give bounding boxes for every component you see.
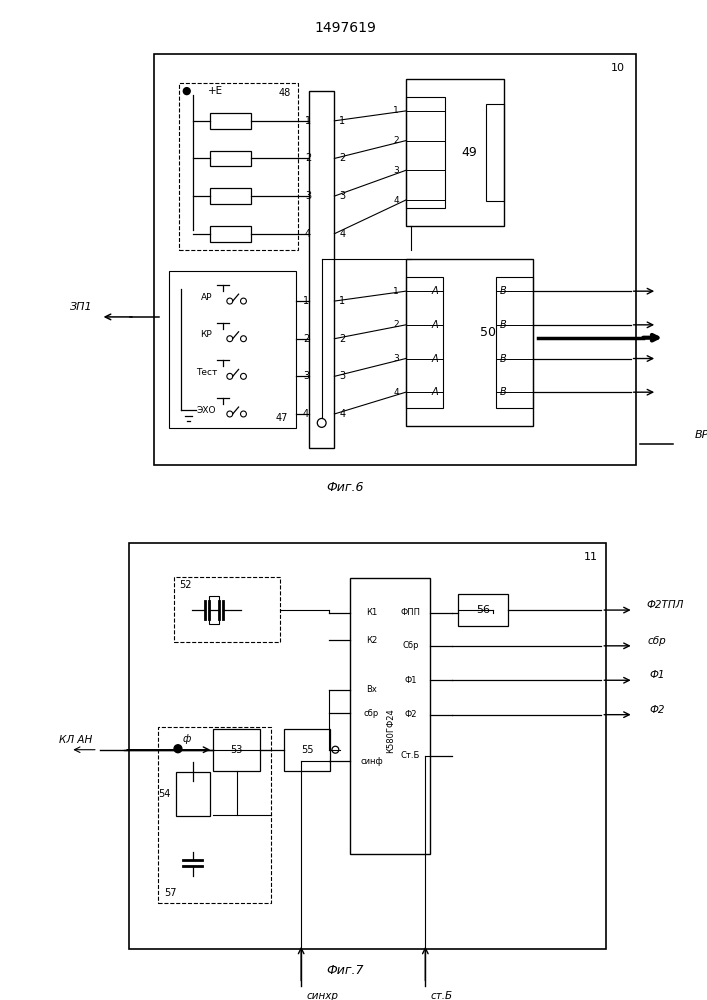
Text: 4: 4 xyxy=(393,196,399,205)
Text: Тест: Тест xyxy=(196,368,217,377)
Bar xyxy=(406,79,503,226)
Text: 2: 2 xyxy=(393,136,399,145)
Text: 2: 2 xyxy=(339,153,345,163)
Text: 1: 1 xyxy=(393,287,399,296)
Text: Ф2: Ф2 xyxy=(649,705,665,715)
Bar xyxy=(210,151,251,166)
Bar xyxy=(284,729,330,771)
Text: ВР: ВР xyxy=(695,430,707,440)
Text: Ф2ТПЛ: Ф2ТПЛ xyxy=(646,600,684,610)
Bar xyxy=(179,83,298,250)
Bar xyxy=(457,594,508,626)
Text: 48: 48 xyxy=(279,88,291,98)
Bar xyxy=(209,596,219,624)
Text: 52: 52 xyxy=(180,580,192,590)
Bar xyxy=(129,543,606,949)
Bar xyxy=(210,226,251,242)
Circle shape xyxy=(183,88,190,95)
Text: ф: ф xyxy=(183,734,191,744)
Bar xyxy=(213,729,260,771)
Bar xyxy=(350,578,431,854)
Text: 11: 11 xyxy=(583,552,597,562)
Circle shape xyxy=(174,745,182,753)
Bar xyxy=(406,259,533,426)
Text: 3: 3 xyxy=(303,371,309,381)
Text: синф: синф xyxy=(360,757,383,766)
Text: 50: 50 xyxy=(480,326,496,339)
Text: 4: 4 xyxy=(339,409,345,419)
Text: 57: 57 xyxy=(164,888,176,898)
Text: Ст.Б: Ст.Б xyxy=(401,751,421,760)
Text: 3: 3 xyxy=(393,354,399,363)
Bar xyxy=(210,113,251,129)
Text: 1: 1 xyxy=(305,116,311,126)
Text: ЭХО: ЭХО xyxy=(197,406,216,415)
Text: 2: 2 xyxy=(305,153,311,163)
Bar xyxy=(210,188,251,204)
Text: К580ГФ24: К580ГФ24 xyxy=(385,709,395,753)
Bar xyxy=(496,277,533,408)
Bar xyxy=(176,772,210,816)
Text: АР: АР xyxy=(201,293,212,302)
Text: В: В xyxy=(500,387,507,397)
Bar xyxy=(169,271,296,428)
Text: К2: К2 xyxy=(366,636,377,645)
Bar xyxy=(406,97,445,208)
Text: +E: +E xyxy=(209,86,223,96)
Text: Фиг.6: Фиг.6 xyxy=(327,481,364,494)
Text: КР: КР xyxy=(201,330,212,339)
Text: Сбр: Сбр xyxy=(402,641,419,650)
Text: 54: 54 xyxy=(158,789,170,799)
Text: В: В xyxy=(500,286,507,296)
Text: 1: 1 xyxy=(339,116,345,126)
Text: ст.Б: ст.Б xyxy=(431,991,452,1000)
Text: 2: 2 xyxy=(303,334,309,344)
Text: 4: 4 xyxy=(303,409,309,419)
Text: ЗП1: ЗП1 xyxy=(70,302,93,312)
Text: 1: 1 xyxy=(303,296,309,306)
Bar xyxy=(486,104,503,201)
Text: 3: 3 xyxy=(305,191,311,201)
Text: 47: 47 xyxy=(276,413,288,423)
Bar xyxy=(174,577,280,642)
Bar xyxy=(158,727,271,903)
Bar xyxy=(155,54,636,465)
Text: 4: 4 xyxy=(305,229,311,239)
Text: Ф2: Ф2 xyxy=(404,710,417,719)
Text: 10: 10 xyxy=(611,63,625,73)
Text: 3: 3 xyxy=(339,191,345,201)
Text: А: А xyxy=(432,286,438,296)
Text: ФПП: ФПП xyxy=(401,608,421,617)
Text: К1: К1 xyxy=(366,608,377,617)
Text: 2: 2 xyxy=(393,320,399,329)
Text: синхр: синхр xyxy=(306,991,338,1000)
Text: Фиг.7: Фиг.7 xyxy=(327,964,364,977)
Text: 49: 49 xyxy=(462,146,477,159)
Text: 1497619: 1497619 xyxy=(314,21,376,35)
Bar xyxy=(406,277,443,408)
Text: 1: 1 xyxy=(339,296,345,306)
Text: Вх: Вх xyxy=(366,685,377,694)
Text: 56: 56 xyxy=(476,605,490,615)
Text: КЛ АН: КЛ АН xyxy=(59,735,92,745)
Text: А: А xyxy=(432,354,438,364)
Text: В: В xyxy=(500,354,507,364)
Text: 2: 2 xyxy=(339,334,345,344)
Text: Ф1: Ф1 xyxy=(649,670,665,680)
Text: В: В xyxy=(500,320,507,330)
Text: сбр: сбр xyxy=(648,636,667,646)
Text: сбр: сбр xyxy=(364,709,379,718)
Text: 1: 1 xyxy=(393,106,399,115)
Text: 4: 4 xyxy=(339,229,345,239)
Text: А: А xyxy=(432,320,438,330)
Text: 53: 53 xyxy=(230,745,243,755)
Text: 4: 4 xyxy=(393,388,399,397)
Text: 3: 3 xyxy=(339,371,345,381)
Text: 55: 55 xyxy=(300,745,313,755)
Text: А: А xyxy=(432,387,438,397)
Bar xyxy=(309,91,334,448)
Text: 3: 3 xyxy=(393,166,399,175)
Text: Ф1: Ф1 xyxy=(404,676,417,685)
